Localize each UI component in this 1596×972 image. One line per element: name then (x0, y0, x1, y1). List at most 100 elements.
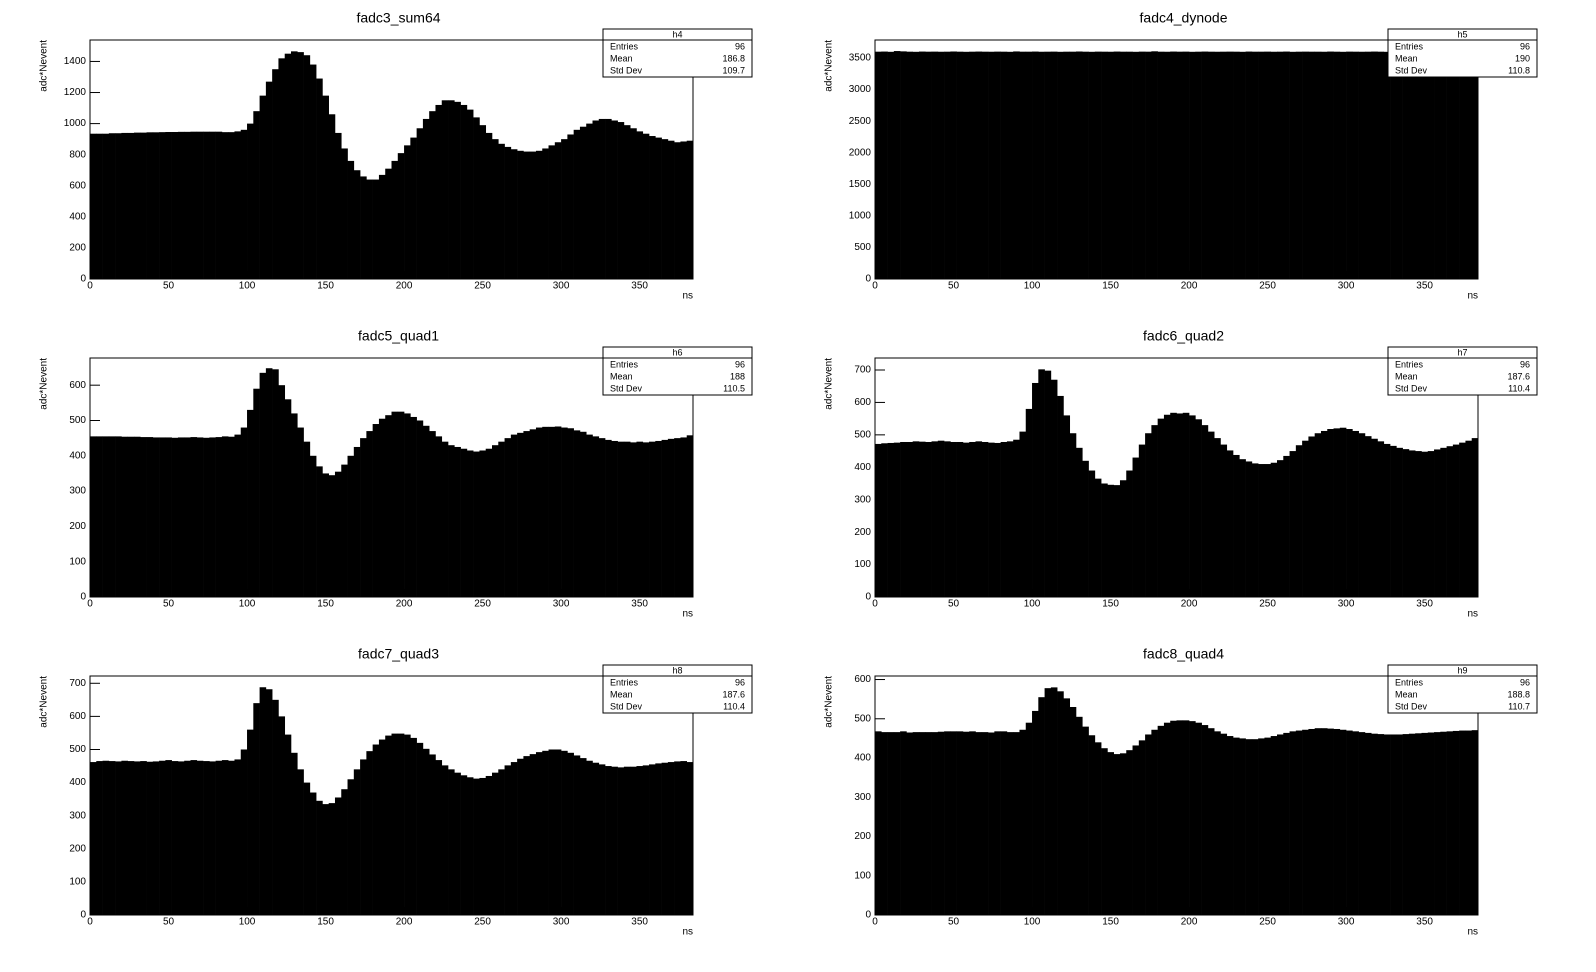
chart-title: fadc4_dynode (1140, 10, 1228, 26)
histogram-bar (1088, 470, 1096, 597)
histogram-bar (881, 51, 888, 279)
histogram-bar (1289, 731, 1297, 915)
histogram-bar (1459, 730, 1466, 915)
histogram-bar (259, 372, 267, 597)
y-axis-label: adc*Nevent (824, 40, 835, 92)
histogram-bar (1427, 451, 1435, 597)
histogram-bar (1000, 731, 1008, 915)
stats-label: Std Dev (1395, 701, 1428, 711)
histogram-bar (1364, 51, 1372, 279)
histogram-bar (623, 441, 631, 597)
histogram-bar (108, 761, 116, 915)
histogram-bar (1145, 51, 1152, 279)
histogram-bar (96, 436, 103, 597)
histogram-bar (1308, 728, 1315, 915)
histogram-bar (686, 435, 694, 597)
histogram-bar (422, 118, 430, 279)
histogram-bar (1465, 51, 1473, 279)
histogram-bar (1415, 51, 1422, 279)
histogram-bar (1427, 51, 1435, 280)
x-tick-label: 0 (872, 917, 878, 928)
histogram-bar (1050, 379, 1058, 597)
histogram-bar (1383, 734, 1391, 915)
histogram-bar (1176, 413, 1184, 597)
histogram-bar (1126, 51, 1133, 279)
histogram-bar (221, 436, 229, 597)
histogram-bar (140, 437, 147, 597)
stats-label: Std Dev (610, 383, 643, 393)
x-tick-label: 100 (1024, 599, 1041, 610)
histogram-bar (1076, 716, 1083, 915)
stats-value: 96 (1520, 359, 1530, 369)
histogram-bar (636, 766, 644, 915)
histogram-bar (1182, 51, 1190, 279)
histogram-bar (517, 150, 524, 279)
histogram-bar (404, 734, 411, 915)
stats-box (602, 28, 753, 78)
histogram-bar (1006, 51, 1014, 280)
histogram-bar (510, 762, 518, 915)
histogram-bar (1314, 51, 1322, 279)
histogram-bar (1170, 720, 1177, 915)
histogram-bar (623, 125, 631, 279)
histogram-bar (1377, 441, 1385, 597)
histogram-bar (492, 139, 499, 279)
histogram-bar (875, 51, 882, 279)
histogram-bar (441, 441, 449, 597)
histogram-bar (1295, 445, 1303, 597)
histogram-bar (385, 735, 392, 915)
x-tick-label: 0 (87, 599, 93, 610)
plot-frame (874, 39, 1479, 280)
histogram-bar (661, 439, 669, 597)
stats-box (1387, 28, 1538, 78)
y-tick-label: 0 (80, 910, 86, 921)
histogram-bar (642, 133, 650, 279)
x-tick-label: 250 (474, 281, 491, 292)
histogram-bar (655, 440, 662, 597)
histogram-bar (1327, 728, 1334, 915)
histogram-bar (623, 766, 631, 915)
histogram-bar (561, 750, 568, 915)
histogram-bar (981, 732, 989, 915)
y-tick-label: 400 (69, 211, 86, 222)
histogram-bar (203, 437, 210, 597)
histogram-bar (1138, 51, 1146, 279)
histogram-bar (542, 148, 549, 279)
stats-label: Mean (610, 53, 633, 63)
histogram-bar (334, 132, 342, 279)
stats-label: Entries (1395, 677, 1424, 687)
x-tick-label: 250 (474, 917, 491, 928)
histogram-bar (341, 464, 348, 597)
histogram-bar (297, 769, 304, 915)
histogram-bar (1446, 51, 1454, 279)
histogram-bar (586, 123, 593, 279)
histogram-bar (448, 100, 455, 280)
histogram-bar (617, 767, 625, 915)
histogram-bar (1044, 51, 1052, 279)
histogram-bar (1302, 729, 1309, 915)
histogram-bar (893, 732, 901, 915)
histogram-bar (988, 442, 995, 597)
stats-label: Std Dev (610, 65, 643, 75)
histogram-bar (956, 51, 964, 279)
histogram-bar (1157, 418, 1165, 597)
histogram-bar (605, 118, 612, 279)
histogram-bar (906, 441, 913, 597)
histogram-bar (1050, 51, 1058, 279)
histogram-bar (931, 441, 939, 597)
histogram-bar (535, 752, 543, 915)
x-tick-label: 350 (1416, 281, 1433, 292)
stats-value: 188.8 (1507, 689, 1530, 699)
histogram-bar (1471, 51, 1479, 279)
histogram-bar (504, 438, 512, 597)
stats-label: Entries (1395, 41, 1424, 51)
histogram-bar (1119, 480, 1127, 597)
histogram-bar (1245, 51, 1253, 279)
stats-value: 96 (735, 41, 745, 51)
histogram-bar (504, 765, 512, 915)
histogram-bar (988, 732, 995, 915)
histogram-bar (146, 761, 154, 915)
histogram-bar (347, 160, 355, 279)
histogram-bar (416, 742, 424, 915)
histogram-bar (215, 437, 223, 597)
